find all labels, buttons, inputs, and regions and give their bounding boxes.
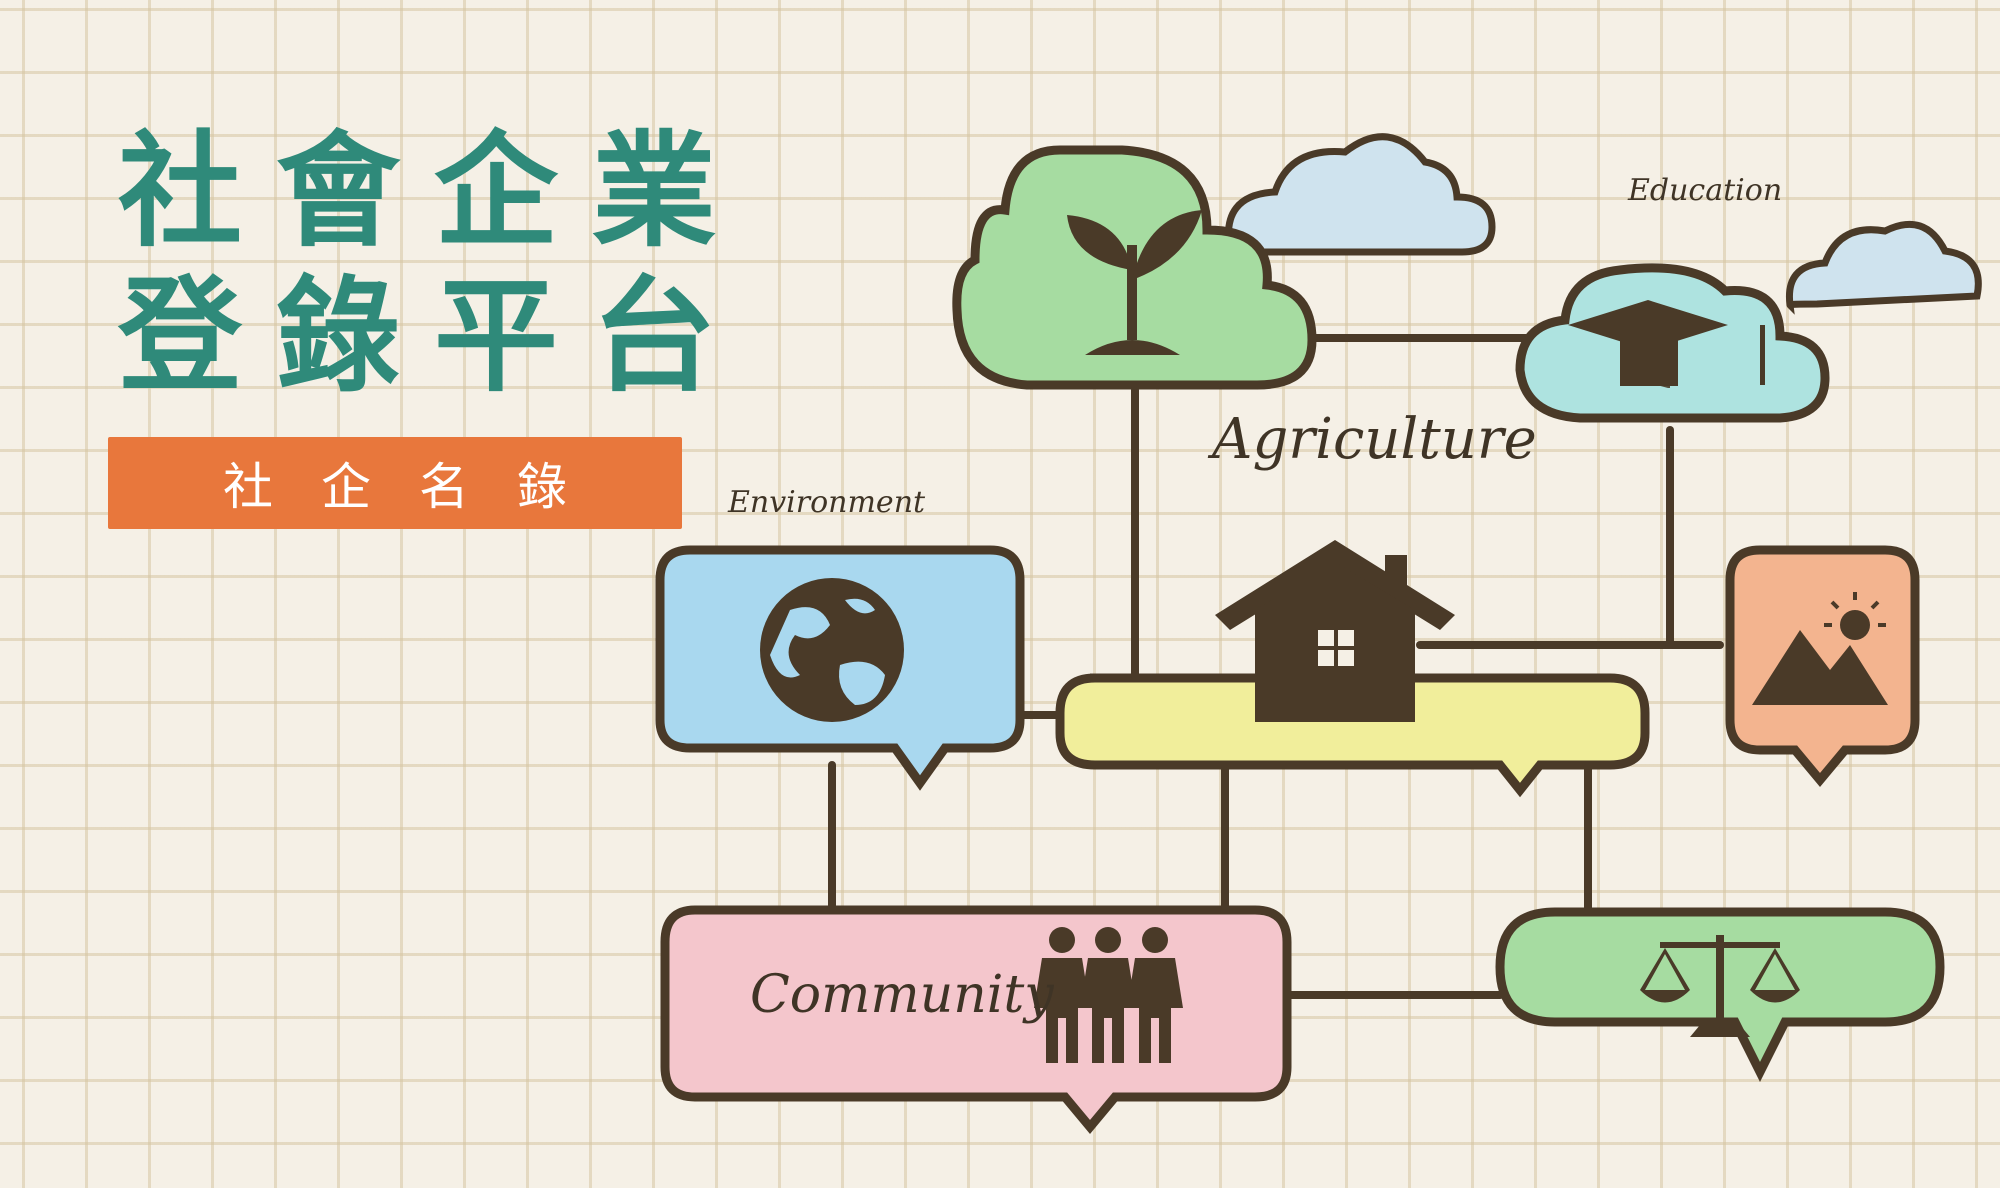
page-title-line-1: 社會企業 (118, 120, 751, 264)
graduation-cap-icon (1568, 300, 1765, 388)
scales-icon (1640, 935, 1800, 1037)
house-icon (1215, 540, 1455, 722)
page-title-line-2: 登錄平台 (118, 265, 751, 409)
home-node[interactable] (1055, 540, 1650, 798)
tourism-node[interactable] (1725, 545, 1920, 788)
connector-lines (828, 334, 1724, 999)
plant-sprout-icon (1067, 210, 1202, 355)
cloud-decoration-2 (1785, 220, 1982, 315)
agriculture-node[interactable] (952, 145, 1317, 390)
agriculture-label: Agriculture (1207, 407, 1537, 472)
mountain-sun-icon (1752, 592, 1888, 705)
justice-node[interactable] (1495, 907, 1945, 1083)
education-label: Education (1627, 173, 1782, 208)
people-icon (1034, 927, 1183, 1063)
community-label: Community (750, 965, 1054, 1025)
cloud-decoration-1 (1225, 133, 1496, 256)
environment-label: Environment (727, 485, 926, 520)
environment-node[interactable] (655, 545, 1025, 791)
globe-icon (760, 578, 904, 722)
directory-badge-label: 社企名錄 (223, 458, 615, 516)
education-node[interactable] (1515, 263, 1830, 423)
directory-badge-button[interactable]: 社企名錄 (108, 437, 682, 529)
community-node[interactable] (660, 905, 1292, 1135)
